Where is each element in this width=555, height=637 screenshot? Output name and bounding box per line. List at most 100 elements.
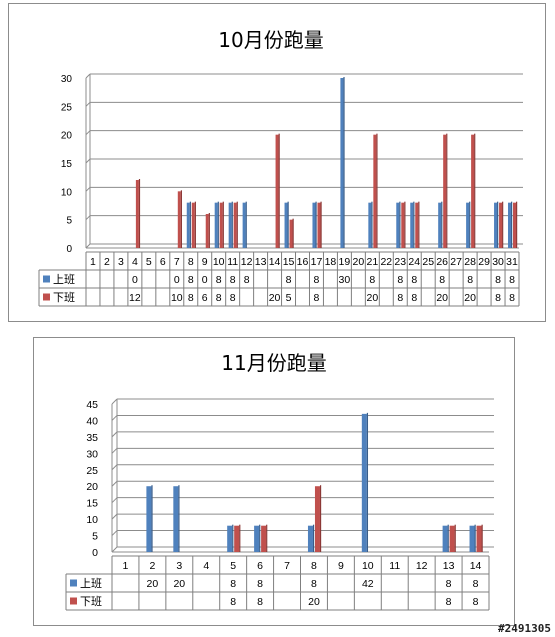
oct-bar-shangban	[508, 202, 512, 248]
nov-bar-xiaban	[261, 525, 267, 552]
oct-bar-xiaban	[415, 202, 419, 248]
nov-x-tick-label: 4	[203, 560, 209, 572]
nov-y-tick-label: 15	[86, 498, 98, 510]
oct-bar-side	[404, 201, 406, 248]
oct-bar-xiaban	[275, 134, 279, 248]
oct-bar-side	[376, 133, 378, 248]
nov-gridline-side	[111, 431, 118, 438]
oct-legend-key-xiaban	[43, 293, 50, 301]
nov-bar-xiaban	[314, 486, 320, 552]
oct-x-tick-label: 1	[90, 256, 96, 268]
oct-x-tick-label: 24	[408, 256, 420, 268]
oct-x-tick-label: 31	[506, 256, 518, 268]
nov-data-label: 8	[446, 578, 452, 590]
oct-x-tick-label: 29	[478, 256, 490, 268]
nov-bar-side	[232, 524, 234, 552]
oct-x-tick-label: 7	[174, 256, 180, 268]
oct-x-tick-label: 23	[394, 256, 406, 268]
oct-y-tick-label: 5	[66, 216, 72, 227]
nov-bar-side	[266, 524, 268, 552]
oct-data-label: 12	[129, 292, 141, 304]
nov-y-tick-label: 40	[86, 415, 98, 427]
oct-bar-side	[446, 133, 448, 248]
nov-data-label: 8	[257, 596, 263, 608]
nov-data-label: 8	[230, 596, 236, 608]
oct-bar-side	[441, 201, 443, 248]
nov-gridline-side	[111, 398, 118, 405]
nov-bar-side	[481, 524, 483, 552]
oct-data-label: 8	[244, 274, 250, 286]
nov-bar-shangban	[173, 486, 179, 552]
nov-gridline-side	[111, 415, 118, 421]
oct-x-tick-label: 22	[380, 256, 392, 268]
nov-data-label: 8	[446, 596, 452, 608]
oct-x-tick-label: 10	[213, 256, 225, 268]
oct-x-tick-label: 17	[311, 256, 323, 268]
oct-data-label: 8	[188, 292, 194, 304]
nov-bar-side	[319, 485, 322, 552]
oct-data-label: 8	[216, 274, 222, 286]
oct-bar-xiaban	[499, 202, 503, 248]
oct-bar-side	[469, 201, 471, 248]
oct-y-tick-label: 10	[61, 187, 73, 198]
oct-bar-side	[292, 218, 294, 248]
nov-x-tick-label: 12	[416, 560, 428, 572]
oct-bar-side	[194, 201, 196, 248]
nov-legend-label-xiaban: 下班	[80, 595, 102, 608]
oct-data-label: 8	[369, 274, 375, 286]
oct-x-tick-label: 20	[353, 256, 365, 268]
oct-data-label: 20	[269, 292, 281, 304]
oct-bar-side	[245, 201, 247, 248]
oct-data-label: 8	[411, 292, 417, 304]
oct-x-tick-label: 28	[464, 256, 476, 268]
nov-bar-shangban	[469, 525, 475, 552]
oct-bar-side	[399, 201, 401, 248]
oct-data-label: 0	[202, 274, 208, 286]
oct-x-tick-label: 9	[202, 256, 208, 268]
nov-legend-key-xiaban	[70, 597, 77, 605]
oct-x-tick-label: 16	[297, 256, 309, 268]
nov-x-tick-label: 10	[362, 560, 374, 572]
nov-bar-side	[259, 524, 261, 552]
oct-y-tick-label: 15	[61, 159, 73, 170]
nov-y-tick-label: 5	[92, 531, 98, 543]
oct-y-tick-label: 25	[61, 102, 73, 113]
oct-data-label: 8	[439, 274, 445, 286]
nov-x-tick-label: 3	[176, 560, 182, 572]
oct-data-label: 8	[230, 292, 236, 304]
oct-gridline-side	[85, 243, 91, 249]
oct-gridline-side	[85, 130, 91, 136]
nov-data-label: 8	[311, 578, 317, 590]
oct-data-label: 10	[171, 292, 183, 304]
nov-bar-shangban	[361, 413, 367, 552]
oct-data-label: 8	[314, 292, 320, 304]
oct-x-tick-label: 21	[366, 256, 378, 268]
oct-x-tick-label: 14	[269, 256, 281, 268]
nov-gridline-side	[111, 480, 118, 487]
nov-y-tick-label: 10	[86, 514, 98, 526]
oct-bar-shangban	[228, 202, 232, 248]
nov-x-tick-label: 1	[123, 560, 129, 572]
nov-bar-shangban	[307, 525, 313, 552]
oct-bar-xiaban	[177, 191, 181, 248]
oct-data-label: 8	[188, 274, 194, 286]
oct-data-label: 8	[397, 292, 403, 304]
oct-data-label: 0	[132, 274, 138, 286]
oct-bar-xiaban	[373, 134, 377, 248]
nov-chart-title: 11月份跑量	[221, 351, 326, 375]
november-chart-panel: 11月份跑量 0 5 10 15 20 25 30 35 40 45 1 2 3 4 5 6 7 8 9 10 11 12 1…	[33, 337, 515, 626]
oct-bar-shangban	[214, 202, 218, 248]
nov-gridline-side	[111, 513, 118, 520]
oct-legend-label-shangban: 上班	[53, 273, 75, 286]
oct-bar-xiaban	[471, 134, 475, 248]
nov-x-tick-label: 14	[470, 560, 482, 572]
oct-x-tick-label: 2	[104, 256, 110, 268]
oct-bar-shangban	[438, 202, 442, 248]
nov-bar-xiaban	[449, 525, 455, 552]
oct-x-tick-label: 18	[325, 256, 337, 268]
oct-bar-shangban	[312, 202, 316, 248]
oct-bar-shangban	[242, 202, 246, 248]
oct-gridline-side	[85, 215, 91, 221]
